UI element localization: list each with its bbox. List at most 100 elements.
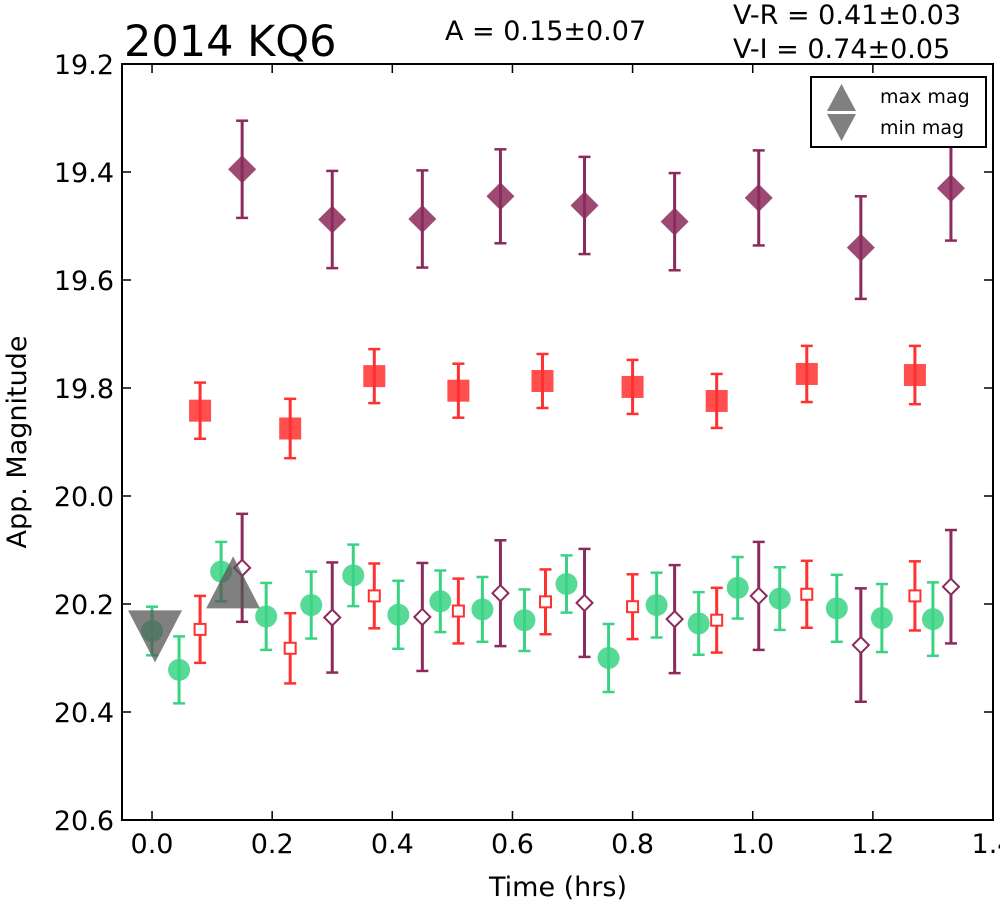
diamond-marker — [570, 191, 599, 220]
data-point — [768, 566, 791, 632]
open-square-marker — [800, 587, 814, 601]
diamond-marker — [660, 207, 689, 236]
data-point — [921, 581, 944, 658]
data-point — [749, 540, 769, 652]
data-point — [665, 563, 685, 675]
data-point — [367, 562, 381, 630]
y-tick-label: 20.4 — [54, 698, 114, 729]
data-point — [538, 568, 552, 636]
y-tick-label: 19.8 — [54, 374, 114, 405]
data-point — [322, 561, 342, 674]
x-tick-label: 0.4 — [371, 829, 414, 860]
data-point — [903, 344, 926, 406]
chart-title: 2014 KQ6 — [124, 17, 337, 67]
circle-marker — [168, 658, 191, 681]
data-point — [705, 372, 728, 430]
y-axis-label: App. Magnitude — [2, 336, 33, 549]
open-diamond-marker — [749, 586, 769, 606]
y-tick-label: 19.6 — [54, 266, 114, 297]
data-point — [575, 547, 594, 659]
open-square-marker — [538, 595, 552, 609]
color-vi-annotation: V-I = 0.74±0.05 — [733, 34, 950, 65]
open-diamond-marker — [575, 593, 594, 613]
square-marker — [189, 399, 212, 422]
data-point — [513, 588, 536, 653]
open-square-marker — [193, 622, 207, 636]
data-point — [660, 171, 689, 272]
data-point — [626, 573, 640, 641]
data-point — [189, 381, 212, 441]
data-point — [800, 559, 814, 630]
data-point — [168, 635, 191, 705]
max-mag-marker — [206, 556, 261, 609]
data-point — [645, 571, 668, 639]
square-marker — [363, 365, 386, 388]
y-tick-label: 20.6 — [54, 806, 114, 837]
axes: 0.0 0.2 0.4 0.6 0.8 1.0 1.2 1.4 19.2 19.4 19.6 19.8… — [54, 50, 1000, 860]
x-tick-label: 0.0 — [131, 829, 174, 860]
min-mag-marker — [128, 610, 183, 663]
open-square-marker — [710, 613, 724, 627]
circle-marker — [768, 587, 791, 610]
data-point — [300, 570, 323, 640]
circle-marker — [471, 598, 494, 621]
data-point — [193, 594, 207, 665]
data-point — [342, 543, 365, 608]
circle-marker — [687, 612, 710, 635]
data-point — [795, 344, 818, 404]
circle-marker — [726, 576, 749, 599]
x-axis-label: Time (hrs) — [488, 872, 627, 901]
data-point — [228, 119, 257, 220]
data-point — [412, 561, 432, 673]
x-tick-label: 1.4 — [972, 829, 1000, 860]
data-point — [387, 579, 410, 651]
square-marker — [531, 369, 554, 392]
data-point — [283, 611, 297, 685]
data-point — [491, 539, 510, 648]
circle-marker — [429, 590, 452, 613]
data-point — [687, 590, 710, 657]
data-point — [870, 582, 893, 654]
circle-marker — [921, 608, 944, 631]
diamond-marker — [744, 183, 773, 212]
data-point — [621, 358, 644, 416]
diamond-marker — [486, 182, 515, 211]
open-diamond-marker — [851, 635, 871, 655]
open-square-marker — [908, 589, 922, 603]
data-point — [744, 149, 773, 247]
x-tick-label: 0.8 — [611, 829, 654, 860]
open-diamond-marker — [941, 577, 961, 597]
color-vr-annotation: V-R = 0.41±0.03 — [733, 0, 961, 31]
legend-label-max: max mag — [880, 86, 970, 108]
square-marker — [705, 389, 728, 412]
open-diamond-marker — [665, 609, 685, 629]
data-point — [363, 347, 386, 405]
data-point — [318, 169, 347, 270]
max-mag-icon — [827, 84, 856, 111]
diamond-marker — [318, 205, 347, 234]
circle-marker — [555, 573, 578, 596]
square-marker — [621, 375, 644, 398]
data-point — [555, 554, 578, 614]
x-tick-label: 1.2 — [851, 829, 894, 860]
data-point — [908, 560, 922, 632]
data-point — [447, 362, 470, 419]
data-point — [471, 575, 494, 644]
x-tick-label: 0.2 — [251, 829, 294, 860]
data-point — [570, 155, 599, 256]
data-point — [825, 573, 848, 644]
square-marker — [279, 417, 302, 440]
data-point — [279, 397, 302, 460]
data-point — [255, 581, 278, 652]
data-point — [726, 555, 749, 620]
data-marks — [128, 119, 965, 705]
data-point — [846, 195, 875, 301]
diamond-marker — [936, 174, 965, 203]
data-point — [531, 352, 554, 410]
square-marker — [903, 364, 926, 387]
legend: max mag min mag — [810, 76, 987, 148]
circle-marker — [342, 564, 365, 587]
circle-marker — [300, 594, 323, 617]
circle-marker — [255, 605, 278, 628]
